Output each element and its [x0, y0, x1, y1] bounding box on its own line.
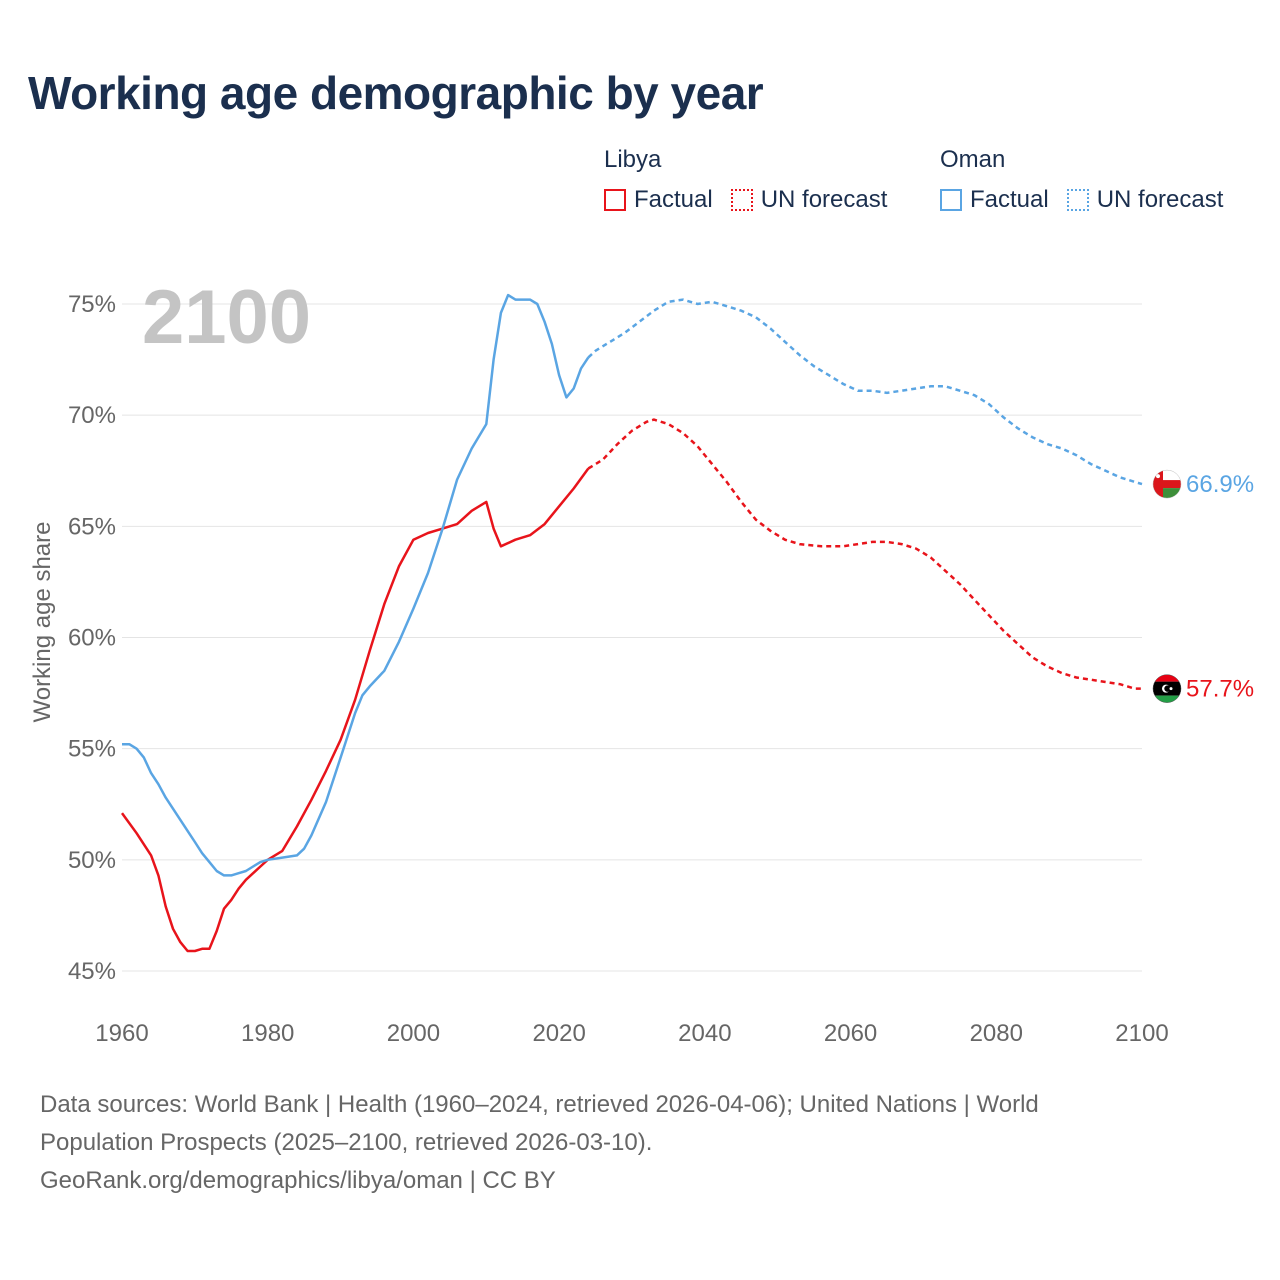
footer-sources: Data sources: World Bank | Health (1960–…	[40, 1086, 1220, 1200]
line-chart: 2100 45% 50% 55% 60% 65% 70% 75% 1960 1980 2000 20…	[29, 275, 1254, 1047]
legend-country-oman: Oman	[940, 146, 1006, 173]
series-line-oman-factual	[122, 293, 590, 877]
chart-title: Working age demographic by year	[28, 67, 764, 119]
y-tick-label-70: 70%	[68, 402, 116, 429]
x-tick-label-1960: 1960	[95, 1020, 148, 1047]
flag-libya-icon	[1152, 674, 1182, 703]
legend-swatch-libya-factual	[604, 189, 626, 211]
x-tick-label-2000: 2000	[387, 1020, 440, 1047]
legend-label-libya-forecast[interactable]: UN forecast	[760, 186, 888, 213]
series-line-libya-forecast	[587, 418, 1142, 690]
legend-label-oman-forecast[interactable]: UN forecast	[1096, 186, 1224, 213]
y-tick-label-75: 75%	[68, 291, 116, 318]
x-tick-label-2080: 2080	[970, 1020, 1023, 1047]
legend-swatch-oman-factual	[940, 189, 962, 211]
end-label-oman: 66.9%	[1186, 471, 1254, 498]
y-tick-label-60: 60%	[68, 625, 116, 652]
y-tick-label-55: 55%	[68, 736, 116, 763]
footer-line-3[interactable]: GeoRank.org/demographics/libya/oman | CC…	[40, 1167, 556, 1194]
footer-line-2: Population Prospects (2025–2100, retriev…	[40, 1129, 653, 1156]
legend-label-libya-factual[interactable]: Factual	[634, 186, 713, 213]
series-line-libya-factual	[120, 467, 590, 953]
legend-swatch-libya-forecast	[730, 189, 753, 211]
legend-group-oman: Oman Factual UN forecast	[940, 146, 1223, 214]
y-tick-label-65: 65%	[68, 513, 116, 540]
end-label-libya: 57.7%	[1186, 676, 1254, 703]
x-tick-label-2060: 2060	[824, 1020, 877, 1047]
footer-line-1: Data sources: World Bank | Health (1960–…	[40, 1091, 1039, 1118]
legend-country-libya: Libya	[604, 146, 662, 173]
legend-swatch-oman-forecast	[1066, 189, 1089, 211]
x-tick-label-1980: 1980	[241, 1020, 294, 1047]
x-tick-label-2020: 2020	[532, 1020, 585, 1047]
y-tick-label-45: 45%	[68, 958, 116, 985]
legend-group-libya: Libya Factual UN forecast	[604, 146, 905, 214]
y-axis-label: Working age share	[29, 522, 56, 723]
flag-oman-icon	[1152, 469, 1182, 499]
y-tick-label-50: 50%	[68, 847, 116, 874]
x-tick-label-2100: 2100	[1115, 1020, 1168, 1047]
legend-label-oman-factual[interactable]: Factual	[970, 186, 1049, 213]
series-line-oman-forecast	[587, 298, 1143, 486]
year-watermark: 2100	[142, 275, 311, 360]
x-tick-label-2040: 2040	[678, 1020, 731, 1047]
